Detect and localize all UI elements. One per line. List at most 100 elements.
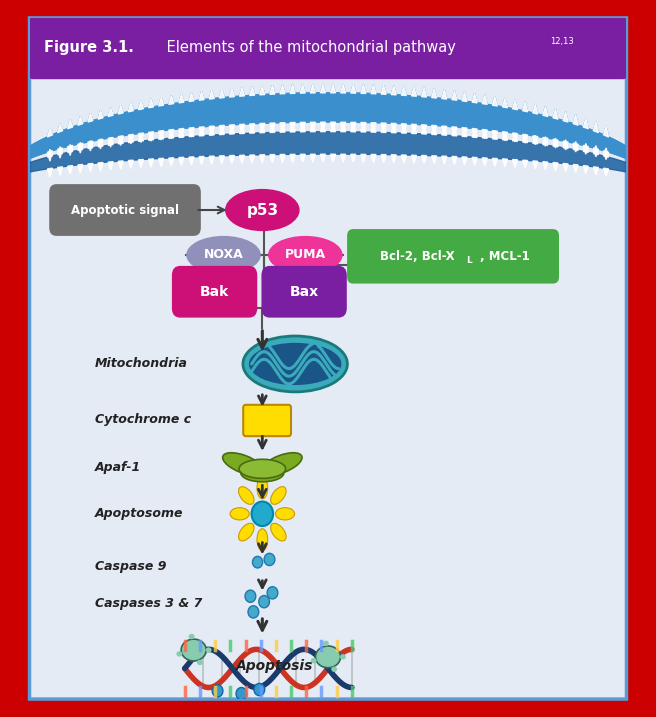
Polygon shape [239, 87, 245, 96]
Polygon shape [553, 163, 558, 171]
Polygon shape [209, 126, 215, 136]
Polygon shape [68, 120, 73, 129]
Ellipse shape [241, 464, 284, 482]
Polygon shape [371, 123, 376, 131]
Circle shape [254, 683, 265, 695]
Polygon shape [492, 158, 497, 166]
Polygon shape [58, 124, 62, 133]
Ellipse shape [205, 647, 212, 652]
Polygon shape [219, 127, 224, 135]
Polygon shape [230, 156, 234, 163]
Polygon shape [462, 157, 467, 165]
Text: p53: p53 [246, 202, 278, 217]
Polygon shape [108, 138, 113, 147]
Polygon shape [98, 139, 103, 149]
Polygon shape [199, 156, 204, 165]
Polygon shape [361, 123, 366, 131]
Polygon shape [250, 87, 255, 95]
FancyBboxPatch shape [347, 229, 559, 283]
Polygon shape [512, 159, 518, 168]
Text: , MCL-1: , MCL-1 [480, 250, 530, 263]
Polygon shape [533, 161, 538, 168]
Polygon shape [573, 141, 578, 151]
Polygon shape [441, 156, 447, 164]
Polygon shape [482, 95, 487, 105]
Ellipse shape [311, 658, 317, 663]
Ellipse shape [261, 452, 302, 475]
Polygon shape [573, 115, 578, 125]
Polygon shape [230, 88, 234, 97]
Polygon shape [169, 130, 174, 139]
Polygon shape [209, 156, 215, 164]
Polygon shape [533, 104, 538, 114]
Polygon shape [573, 143, 578, 152]
Polygon shape [422, 156, 426, 163]
Polygon shape [270, 85, 275, 95]
Polygon shape [280, 124, 285, 132]
Polygon shape [199, 127, 204, 136]
Polygon shape [129, 160, 133, 168]
Polygon shape [260, 125, 265, 133]
FancyBboxPatch shape [30, 18, 626, 699]
Polygon shape [280, 123, 285, 132]
Polygon shape [422, 125, 426, 133]
Polygon shape [411, 87, 417, 96]
Polygon shape [88, 141, 93, 151]
Polygon shape [411, 155, 417, 163]
Text: Caspases 3 & 7: Caspases 3 & 7 [95, 597, 203, 609]
Polygon shape [604, 168, 609, 176]
Ellipse shape [197, 660, 203, 665]
Polygon shape [331, 84, 336, 93]
Polygon shape [583, 146, 588, 154]
Polygon shape [280, 154, 285, 163]
Polygon shape [209, 128, 215, 136]
Polygon shape [68, 166, 73, 174]
Polygon shape [452, 156, 457, 164]
Polygon shape [411, 125, 417, 133]
Polygon shape [68, 146, 73, 156]
Polygon shape [290, 154, 295, 162]
Text: Bax: Bax [289, 285, 319, 299]
Ellipse shape [268, 236, 342, 274]
Circle shape [267, 587, 278, 599]
Polygon shape [108, 161, 113, 170]
Polygon shape [148, 133, 154, 141]
Polygon shape [189, 128, 194, 137]
FancyBboxPatch shape [30, 16, 626, 80]
Polygon shape [300, 154, 305, 162]
Polygon shape [371, 124, 376, 132]
Text: NOXA: NOXA [203, 249, 243, 262]
Polygon shape [250, 124, 255, 133]
Polygon shape [563, 141, 568, 150]
Polygon shape [47, 151, 52, 161]
Polygon shape [331, 124, 336, 132]
Polygon shape [129, 103, 133, 112]
Polygon shape [250, 125, 255, 133]
Polygon shape [310, 154, 316, 162]
Circle shape [253, 556, 262, 568]
Polygon shape [320, 84, 325, 93]
Polygon shape [533, 136, 538, 144]
Polygon shape [441, 126, 447, 135]
FancyBboxPatch shape [262, 266, 347, 318]
Polygon shape [371, 85, 376, 94]
Polygon shape [290, 123, 295, 131]
Polygon shape [351, 123, 356, 131]
Polygon shape [129, 135, 133, 143]
Circle shape [252, 502, 273, 526]
Polygon shape [340, 124, 346, 132]
Polygon shape [47, 149, 52, 157]
Polygon shape [78, 143, 83, 151]
Polygon shape [138, 133, 144, 141]
Text: Apoptosis: Apoptosis [236, 660, 313, 673]
Polygon shape [553, 109, 558, 119]
FancyBboxPatch shape [243, 405, 291, 436]
Polygon shape [543, 138, 548, 146]
Polygon shape [432, 125, 437, 134]
Polygon shape [391, 123, 396, 132]
Ellipse shape [271, 523, 286, 541]
Polygon shape [58, 167, 62, 176]
Polygon shape [179, 130, 184, 138]
Polygon shape [290, 124, 295, 132]
Polygon shape [179, 128, 184, 138]
